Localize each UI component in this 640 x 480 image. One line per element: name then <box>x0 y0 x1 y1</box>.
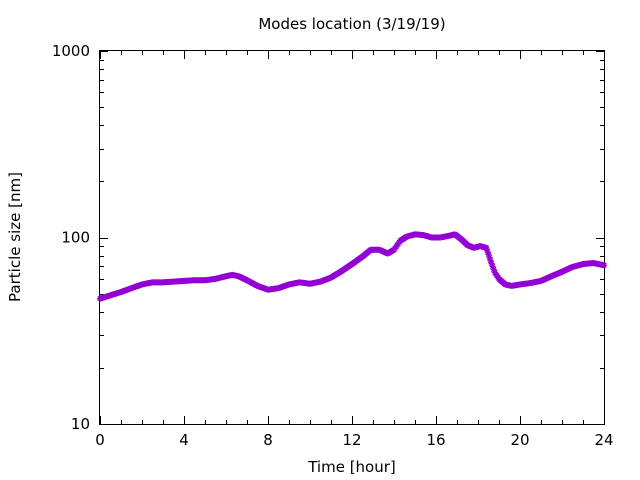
data-point <box>484 248 491 255</box>
y-tick-label: 1000 <box>52 42 90 60</box>
x-tick-label: 20 <box>510 431 529 449</box>
data-point <box>490 266 497 273</box>
x-tick-label: 24 <box>594 431 613 449</box>
data-point <box>487 257 494 264</box>
y-tick-labels: 10 100 1000 <box>52 42 90 433</box>
x-tick-label: 8 <box>263 431 273 449</box>
chart-title: Modes location (3/19/19) <box>258 15 445 33</box>
data-point <box>483 244 490 251</box>
data-point <box>485 251 492 258</box>
x-tick-label: 4 <box>179 431 189 449</box>
data-point <box>489 263 496 270</box>
data-point <box>601 262 607 269</box>
data-point <box>486 254 493 261</box>
x-tick-label: 12 <box>342 431 361 449</box>
y-tick-label: 10 <box>71 415 90 433</box>
x-tick-label: 0 <box>95 431 105 449</box>
y-axis-label: Particle size [nm] <box>6 172 24 302</box>
data-points <box>97 231 607 302</box>
x-tick-label: 16 <box>426 431 445 449</box>
data-point <box>488 260 495 267</box>
x-tick-labels: 0 4 8 12 16 20 24 <box>95 431 613 449</box>
y-tick-label: 100 <box>61 229 90 247</box>
x-axis-label: Time [hour] <box>307 458 396 476</box>
axis-ticks <box>100 51 605 425</box>
plot-frame <box>99 50 605 425</box>
